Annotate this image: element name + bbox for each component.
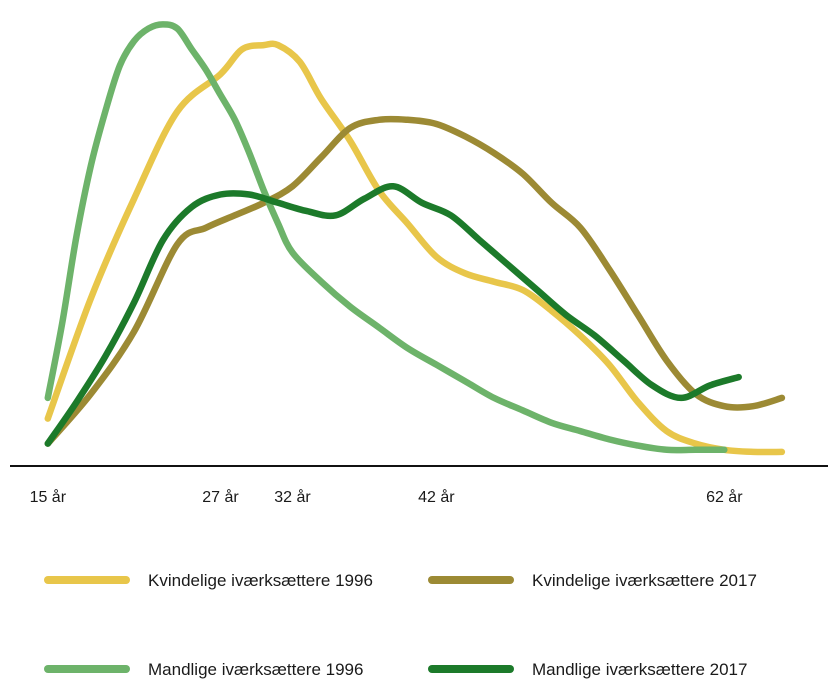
legend: Kvindelige iværksættere 1996 Kvindelige i… <box>44 571 757 679</box>
legend-item: Kvindelige iværksættere 1996 <box>44 571 373 590</box>
series-line-1 <box>44 40 786 456</box>
x-axis-tick-labels: 15 år 27 år 32 år 42 år 62 år <box>30 488 744 506</box>
legend-item: Mandlige iværksættere 1996 <box>44 660 363 679</box>
legend-item: Mandlige iværksættere 2017 <box>428 660 747 679</box>
legend-label: Mandlige iværksættere 1996 <box>148 660 363 679</box>
series-line-2 <box>44 115 786 447</box>
x-tick-label: 15 år <box>30 488 67 506</box>
legend-label: Mandlige iværksættere 2017 <box>532 660 747 679</box>
series-line-3 <box>44 21 728 454</box>
series-line-4 <box>44 183 742 447</box>
legend-label: Kvindelige iværksættere 2017 <box>532 571 757 590</box>
x-tick-label: 62 år <box>706 488 743 506</box>
legend-label: Kvindelige iværksættere 1996 <box>148 571 373 590</box>
x-tick-label: 32 år <box>274 488 311 506</box>
x-tick-label: 42 år <box>418 488 455 506</box>
legend-item: Kvindelige iværksættere 2017 <box>428 571 757 590</box>
x-tick-label: 27 år <box>202 488 239 506</box>
series-lines <box>44 21 786 456</box>
